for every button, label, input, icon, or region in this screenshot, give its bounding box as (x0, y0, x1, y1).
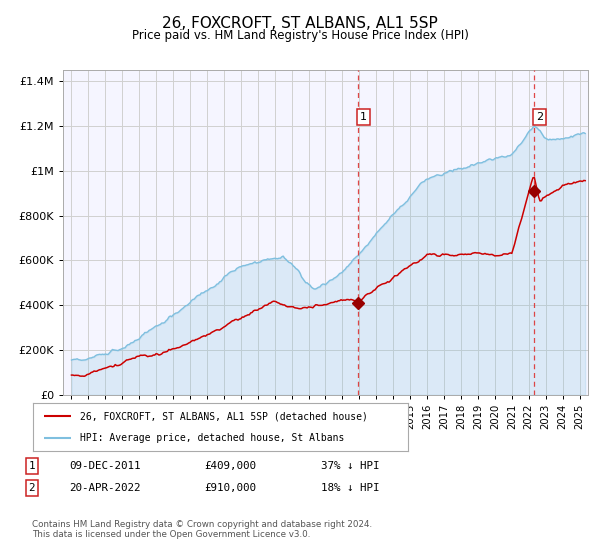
Text: 2: 2 (536, 112, 543, 122)
Text: 26, FOXCROFT, ST ALBANS, AL1 5SP (detached house): 26, FOXCROFT, ST ALBANS, AL1 5SP (detach… (80, 411, 368, 421)
Text: 1: 1 (360, 112, 367, 122)
Text: £910,000: £910,000 (204, 483, 256, 493)
Text: 18% ↓ HPI: 18% ↓ HPI (321, 483, 380, 493)
Text: £409,000: £409,000 (204, 461, 256, 471)
Text: Price paid vs. HM Land Registry's House Price Index (HPI): Price paid vs. HM Land Registry's House … (131, 29, 469, 42)
Text: HPI: Average price, detached house, St Albans: HPI: Average price, detached house, St A… (80, 433, 344, 443)
Text: 26, FOXCROFT, ST ALBANS, AL1 5SP: 26, FOXCROFT, ST ALBANS, AL1 5SP (162, 16, 438, 31)
Text: 1: 1 (29, 461, 35, 471)
Text: Contains HM Land Registry data © Crown copyright and database right 2024.
This d: Contains HM Land Registry data © Crown c… (32, 520, 372, 539)
Text: 2: 2 (29, 483, 35, 493)
Text: 09-DEC-2011: 09-DEC-2011 (69, 461, 140, 471)
Text: 20-APR-2022: 20-APR-2022 (69, 483, 140, 493)
Text: 37% ↓ HPI: 37% ↓ HPI (321, 461, 380, 471)
